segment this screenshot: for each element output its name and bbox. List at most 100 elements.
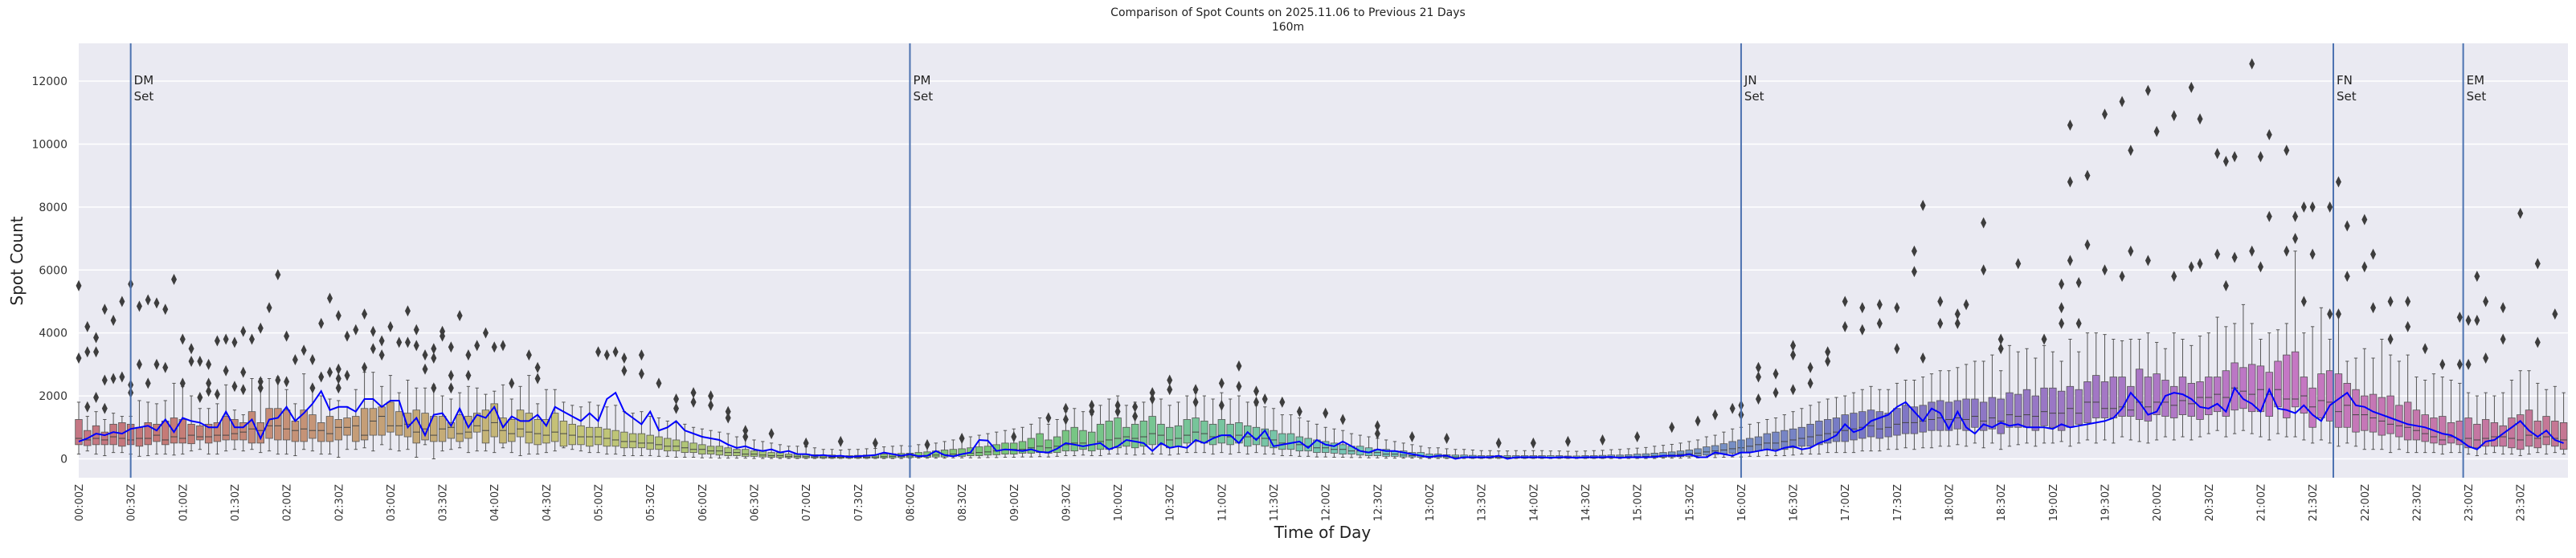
outlier-marker — [1192, 396, 1199, 408]
box-iqr — [1789, 428, 1797, 449]
outlier-marker — [2309, 248, 2316, 260]
y-tick-label: 8000 — [39, 202, 67, 214]
box-iqr — [577, 425, 585, 446]
box-iqr — [1382, 449, 1390, 457]
outlier-marker — [456, 310, 463, 322]
box-iqr — [568, 423, 576, 446]
box-iqr — [1079, 430, 1087, 450]
event-label: PM — [913, 73, 930, 88]
box-iqr — [1703, 446, 1711, 456]
outlier-marker — [2465, 314, 2472, 326]
outlier-marker — [1089, 405, 1095, 417]
event-label: Set — [2467, 89, 2487, 104]
y-tick-label: 10000 — [31, 138, 67, 151]
box — [637, 411, 646, 457]
box-iqr — [135, 426, 144, 447]
outlier-marker — [2067, 255, 2073, 267]
outlier-marker — [257, 382, 264, 394]
outlier-marker — [2197, 113, 2203, 125]
outlier-marker — [1920, 352, 1926, 365]
box-iqr — [1944, 401, 1953, 431]
y-tick-label: 12000 — [31, 75, 67, 88]
outlier-marker — [638, 368, 644, 380]
box — [1208, 398, 1217, 455]
box-iqr — [490, 403, 498, 438]
x-tick-label: 11:00Z — [1216, 484, 1229, 521]
box-iqr — [231, 419, 239, 441]
box-iqr — [2230, 362, 2239, 411]
box-iqr — [2525, 409, 2533, 447]
box-iqr — [360, 408, 369, 441]
x-tick-label: 05:30Z — [645, 484, 657, 521]
outlier-marker — [370, 343, 376, 355]
outlier-marker — [2266, 210, 2272, 222]
outlier-marker — [1634, 431, 1641, 443]
box — [681, 423, 689, 458]
box-iqr — [742, 449, 750, 457]
outlier-marker — [326, 366, 333, 378]
outlier-marker — [1807, 361, 1813, 373]
outlier-marker — [1062, 402, 1069, 414]
outlier-marker — [725, 405, 731, 417]
box-iqr — [2464, 417, 2472, 449]
outlier-marker — [2370, 248, 2377, 260]
box-iqr — [256, 422, 264, 444]
outlier-marker — [223, 365, 229, 377]
outlier-marker — [2456, 358, 2463, 370]
outlier-marker — [525, 349, 532, 361]
outlier-marker — [1911, 245, 1917, 257]
x-tick-label: 09:30Z — [1061, 484, 1073, 521]
outlier-marker — [1444, 432, 1450, 444]
box — [239, 414, 247, 452]
outlier-marker — [2292, 210, 2299, 222]
outlier-marker — [284, 330, 290, 342]
box — [767, 442, 775, 459]
outlier-marker — [431, 343, 437, 355]
outlier-marker — [1790, 384, 1797, 396]
outlier-marker — [1374, 420, 1380, 432]
box-iqr — [1139, 421, 1148, 447]
outlier-marker — [2102, 108, 2108, 120]
box — [784, 446, 793, 459]
x-tick-label: 23:30Z — [2516, 484, 2528, 521]
outlier-marker — [2284, 145, 2290, 157]
outlier-marker — [404, 336, 411, 348]
outlier-marker — [2300, 201, 2307, 213]
box-iqr — [1659, 452, 1667, 458]
outlier-marker — [872, 437, 878, 449]
x-tick-label: 13:30Z — [1477, 484, 1489, 521]
box-iqr — [1192, 417, 1200, 442]
box — [1711, 434, 1719, 458]
box — [2300, 332, 2308, 441]
outlier-marker — [448, 341, 454, 353]
box-iqr — [187, 423, 195, 445]
box — [949, 439, 958, 458]
x-tick-label: 09:00Z — [1009, 484, 1021, 521]
box-iqr — [213, 422, 222, 442]
box-iqr — [2006, 392, 2014, 428]
outlier-marker — [1149, 387, 1155, 399]
box — [516, 385, 525, 457]
outlier-marker — [2128, 145, 2134, 157]
outlier-marker — [1997, 333, 2004, 345]
outlier-marker — [2370, 302, 2377, 314]
outlier-marker — [1859, 302, 1866, 314]
box — [1850, 392, 1858, 454]
box — [499, 384, 507, 449]
box — [1382, 439, 1390, 459]
box-iqr — [542, 419, 550, 444]
box — [1685, 441, 1693, 458]
box-iqr — [1685, 450, 1693, 457]
box-iqr — [1719, 443, 1728, 454]
x-tick-label: 19:30Z — [2100, 484, 2112, 521]
box-iqr — [2481, 419, 2490, 447]
outlier-marker — [690, 387, 697, 399]
box — [1815, 401, 1823, 455]
outlier-marker — [1167, 384, 1173, 396]
box-iqr — [992, 444, 1000, 455]
box — [2118, 340, 2126, 438]
x-tick-label: 02:30Z — [333, 484, 346, 521]
box-iqr — [2247, 364, 2256, 413]
x-tick-label: 11:30Z — [1269, 484, 1281, 521]
